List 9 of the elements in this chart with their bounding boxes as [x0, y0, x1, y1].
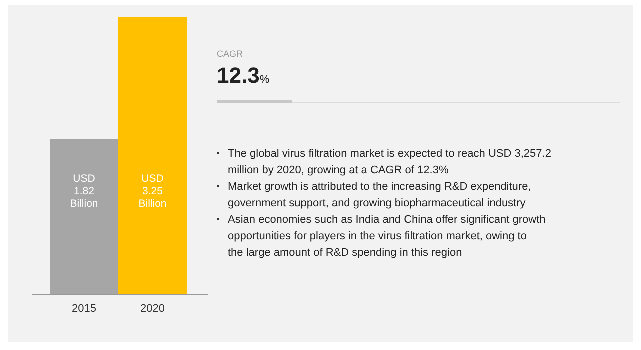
data-label: USD 1.82 Billion — [70, 173, 98, 210]
text: Market growth is attributed to the increasing R&D expenditure, government support, and growing biopharmaceutical industry — [228, 181, 532, 210]
x-tick-label: 2015 — [72, 303, 96, 315]
data-label: USD 3.25 Billion — [138, 173, 167, 210]
text: 12.3% — [217, 63, 270, 88]
text: CAGR — [217, 49, 244, 59]
text: The global virus filtration market is expected to reach USD 3,257.2 million by 2020, growing at a CAGR of 12.3% — [228, 148, 552, 176]
x-tick-label: 2020 — [140, 303, 165, 315]
text: Asian economies such as India and China offer significant growth opportunities for players in the virus filtration market, owing to the large amount of R&D spending in this region — [228, 214, 546, 259]
